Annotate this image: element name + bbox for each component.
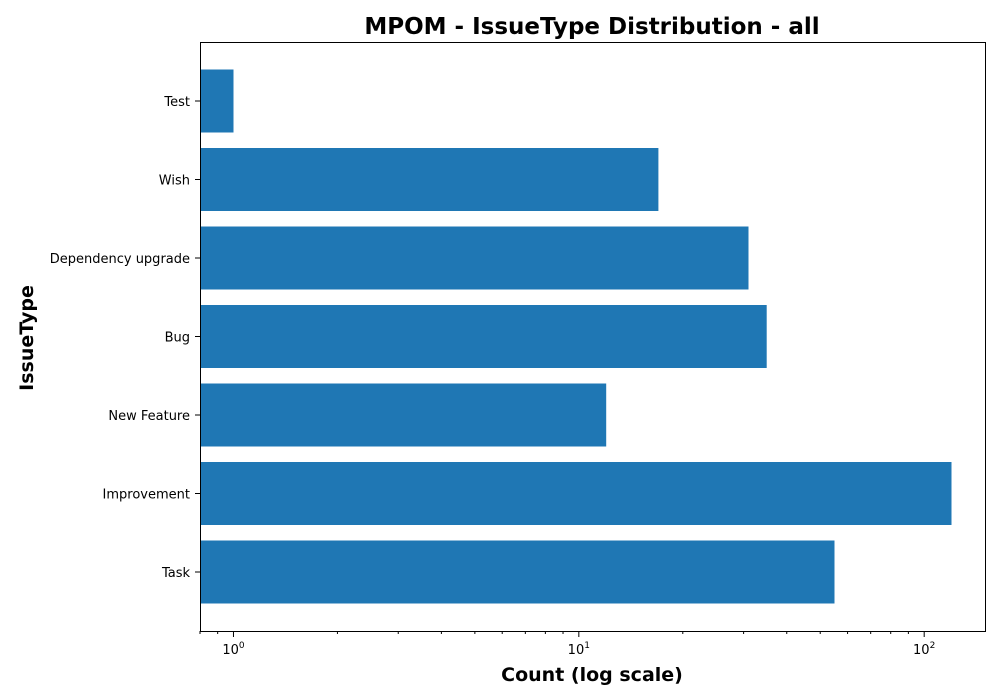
chart-title: MPOM - IssueType Distribution - all bbox=[364, 14, 819, 40]
bar-new-feature bbox=[200, 383, 607, 447]
bars-group bbox=[200, 69, 952, 604]
bar-improvement bbox=[200, 462, 952, 525]
y-tick-label-wish: Wish bbox=[159, 174, 190, 189]
y-tick-label-test: Test bbox=[163, 95, 190, 110]
y-tick-label-improvement: Improvement bbox=[103, 488, 190, 503]
y-tick-label-new-feature: New Feature bbox=[108, 409, 190, 424]
y-tick-label-dependency-upgrade: Dependency upgrade bbox=[50, 252, 190, 267]
x-axis: 100 101 102 bbox=[199, 631, 935, 658]
bar-bug bbox=[200, 305, 767, 368]
bar-task bbox=[200, 540, 835, 604]
bar-dependency-upgrade bbox=[200, 226, 749, 290]
x-axis-label: Count (log scale) bbox=[501, 664, 683, 686]
bar-wish bbox=[200, 148, 659, 211]
x-tick-label: 102 bbox=[913, 641, 935, 658]
x-tick-label: 100 bbox=[222, 641, 245, 658]
x-tick-label: 101 bbox=[568, 641, 590, 658]
y-axis-label: IssueType bbox=[16, 285, 38, 391]
bar-test bbox=[200, 69, 234, 133]
y-tick-label-bug: Bug bbox=[165, 331, 190, 346]
y-axis: Task Improvement New Feature Bug Dependency … bbox=[50, 95, 200, 581]
y-tick-label-task: Task bbox=[161, 566, 191, 581]
plot-frame bbox=[200, 42, 986, 632]
